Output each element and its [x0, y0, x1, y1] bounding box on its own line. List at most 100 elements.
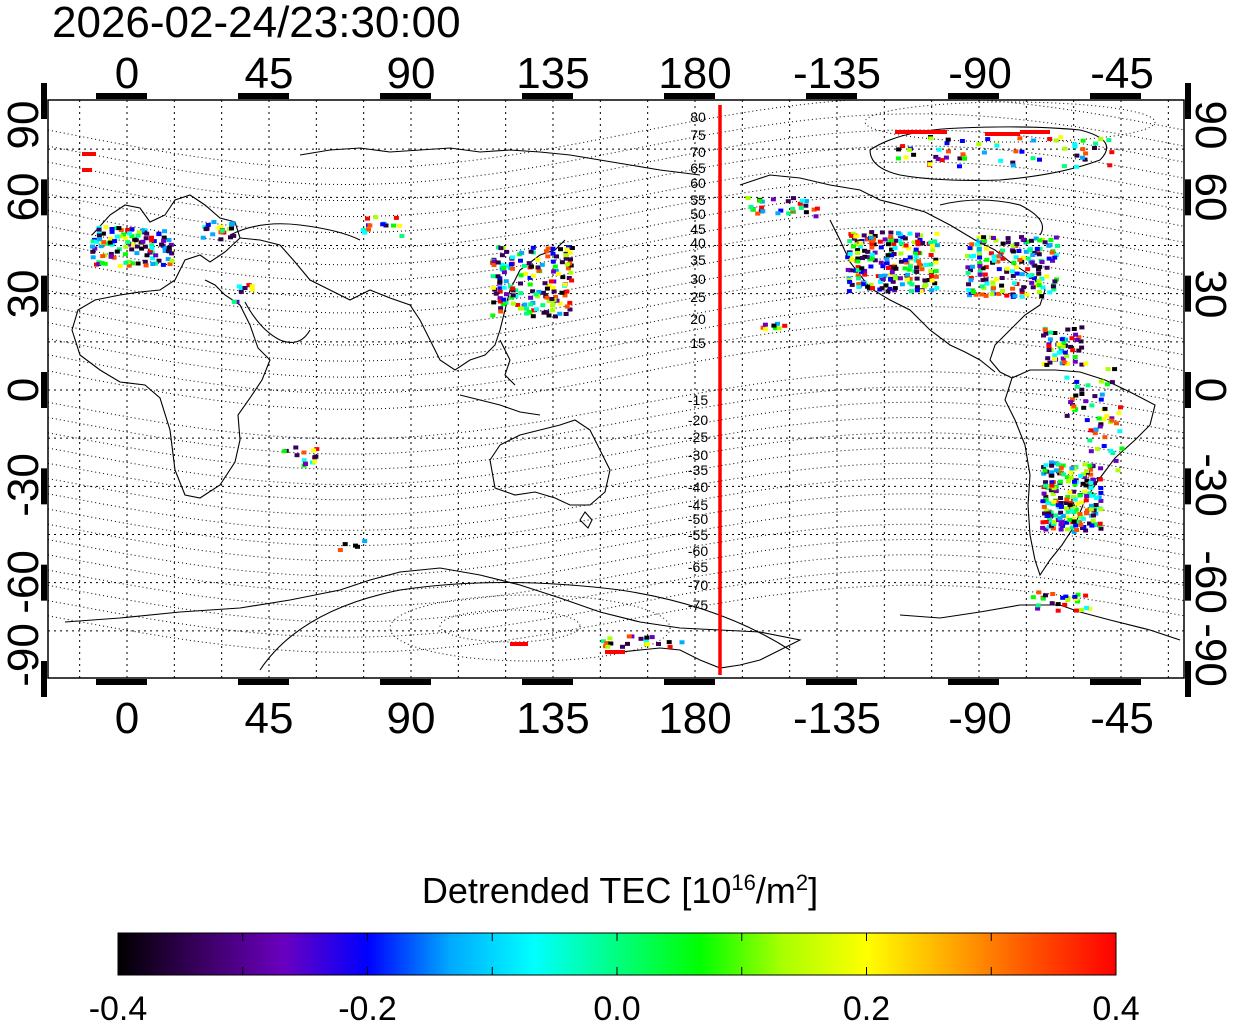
tec-point: [1064, 527, 1070, 532]
tec-point: [1019, 288, 1025, 293]
tec-point: [108, 251, 114, 256]
tec-point: [557, 311, 563, 316]
tec-point: [886, 266, 891, 270]
tec-point: [1043, 495, 1049, 500]
tec-point: [1050, 492, 1056, 496]
tec-point: [510, 286, 516, 291]
right-lat-label: 60: [1186, 173, 1235, 222]
tec-point: [1073, 523, 1079, 528]
tec-point: [1098, 486, 1104, 490]
tec-point: [553, 294, 559, 299]
tec-point: [1042, 511, 1047, 516]
tec-point: [884, 261, 890, 266]
lat-lon-grid: [48, 100, 1184, 678]
contour-label: 50: [690, 206, 706, 222]
tec-point: [878, 279, 883, 284]
tec-point: [1113, 458, 1119, 463]
tec-point: [755, 211, 761, 216]
coastlines: [64, 126, 1181, 671]
tec-point: [234, 299, 240, 304]
tec-point: [1061, 360, 1067, 365]
tec-point: [1077, 511, 1083, 516]
tec-point: [504, 249, 510, 254]
tec-point: [763, 327, 768, 332]
tec-point: [101, 240, 107, 245]
tec-point: [620, 644, 625, 649]
tec-point: [1033, 236, 1039, 241]
tec-point: [926, 278, 932, 282]
tec-point: [1083, 483, 1089, 488]
tec-point: [916, 259, 922, 264]
tec-point: [1098, 507, 1104, 512]
tec-point: [1065, 327, 1071, 332]
tec-point: [1019, 272, 1025, 277]
tec-point: [917, 262, 922, 267]
tec-point: [236, 284, 242, 289]
tec-point: [1010, 160, 1016, 165]
tec-point: [847, 279, 853, 284]
tec-point: [1069, 397, 1075, 402]
tec-point: [935, 157, 941, 162]
tec-point: [566, 276, 572, 280]
tec-point: [902, 258, 908, 263]
tec-point: [1013, 149, 1019, 154]
tec-point: [1063, 594, 1069, 599]
tec-point: [906, 246, 912, 251]
tec-point: [905, 272, 911, 277]
tec-point: [90, 249, 96, 254]
tec-point: [1063, 506, 1069, 511]
tec-point: [855, 273, 861, 278]
tec-point: [745, 196, 751, 200]
tec-point: [936, 147, 942, 152]
tec-point: [814, 206, 820, 211]
tec-point: [1042, 240, 1048, 245]
tec-point: [100, 231, 106, 236]
tec-point: [1099, 392, 1105, 397]
tec-point: [1005, 240, 1011, 245]
tec-point: [879, 286, 885, 291]
tec-point: [529, 264, 534, 269]
tec-point: [1110, 451, 1116, 455]
contour-label: 70: [690, 144, 706, 160]
tec-point: [1055, 602, 1061, 607]
tec-point: [562, 293, 568, 298]
tec-point: [546, 284, 552, 289]
tec-point: [1082, 489, 1088, 494]
tec-point: [536, 268, 542, 273]
tec-point: [1101, 417, 1107, 422]
top-lon-labels: 0 45 90 135 180 -135 -90 -45: [115, 49, 1154, 98]
tec-point: [564, 262, 570, 267]
tec-point: [1055, 608, 1061, 613]
tec-point: [912, 240, 917, 245]
tec-point: [877, 239, 883, 244]
tec-point: [1083, 593, 1089, 598]
tec-point: [946, 149, 951, 154]
tec-point: [772, 326, 778, 331]
tec-point: [933, 260, 939, 265]
tec-point: [109, 227, 115, 231]
tec-point: [1035, 606, 1041, 611]
tec-point: [1040, 520, 1046, 525]
tec-point: [1087, 438, 1093, 443]
tec-point: [1087, 521, 1092, 526]
tec-point: [868, 264, 874, 269]
tec-point: [896, 231, 901, 236]
tec-point: [1025, 256, 1031, 261]
tec-point: [1059, 519, 1065, 524]
tec-point: [1020, 130, 1050, 134]
tec-point: [897, 276, 903, 281]
tec-point: [545, 246, 551, 251]
tec-point: [169, 258, 175, 263]
tec-point: [1042, 327, 1048, 332]
tec-point: [1025, 267, 1031, 272]
tec-point: [125, 228, 131, 232]
contour-label: -70: [688, 577, 708, 593]
tec-point: [1053, 489, 1059, 494]
tec-point: [1084, 478, 1090, 483]
tec-point: [1065, 479, 1071, 484]
tec-point: [1080, 138, 1086, 143]
tec-point: [135, 233, 141, 238]
tec-point: [527, 275, 533, 280]
tec-point: [944, 141, 950, 146]
contour-label: 35: [690, 252, 706, 268]
